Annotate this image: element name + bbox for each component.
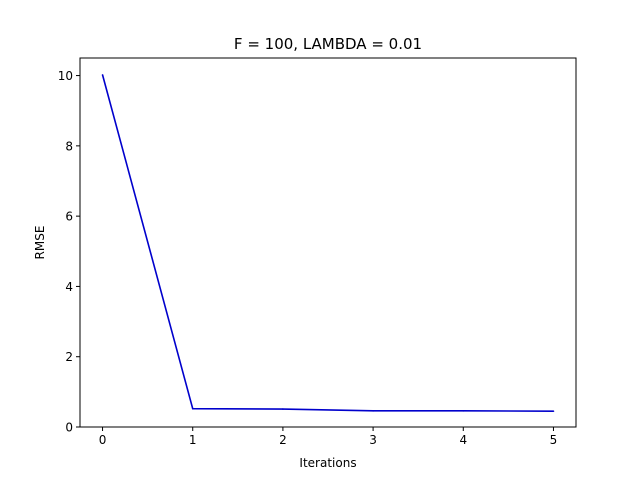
data-point	[462, 410, 465, 412]
x-tick-label: 2	[279, 433, 287, 447]
y-tick-label: 10	[58, 69, 73, 83]
y-axis-label: RMSE	[33, 226, 47, 260]
plot-area	[80, 58, 576, 427]
y-tick-label: 0	[65, 421, 73, 435]
plot-frame	[79, 57, 577, 428]
x-axis-label: Iterations	[299, 456, 356, 470]
x-tick-label: 0	[99, 433, 107, 447]
x-tick-label: 5	[550, 433, 558, 447]
chart-title: F = 100, LAMBDA = 0.01	[234, 35, 422, 53]
data-point	[191, 407, 194, 410]
data-point	[282, 408, 284, 410]
y-tick-label: 8	[65, 139, 73, 153]
y-tick-label: 2	[65, 350, 73, 364]
data-point	[101, 74, 104, 76]
y-tick-label: 4	[65, 280, 73, 294]
data-point	[372, 410, 374, 412]
x-tick-label: 3	[369, 433, 377, 447]
x-axis-ticks: 0 1 2 3 4 5	[99, 427, 558, 447]
y-axis-ticks: 0 2 4 6 8 10	[58, 69, 80, 435]
y-tick-label: 6	[65, 210, 73, 224]
x-tick-label: 4	[459, 433, 467, 447]
x-tick-label: 1	[189, 433, 197, 447]
series-layer	[101, 74, 555, 412]
series-line	[101, 74, 554, 412]
data-point	[552, 410, 555, 412]
